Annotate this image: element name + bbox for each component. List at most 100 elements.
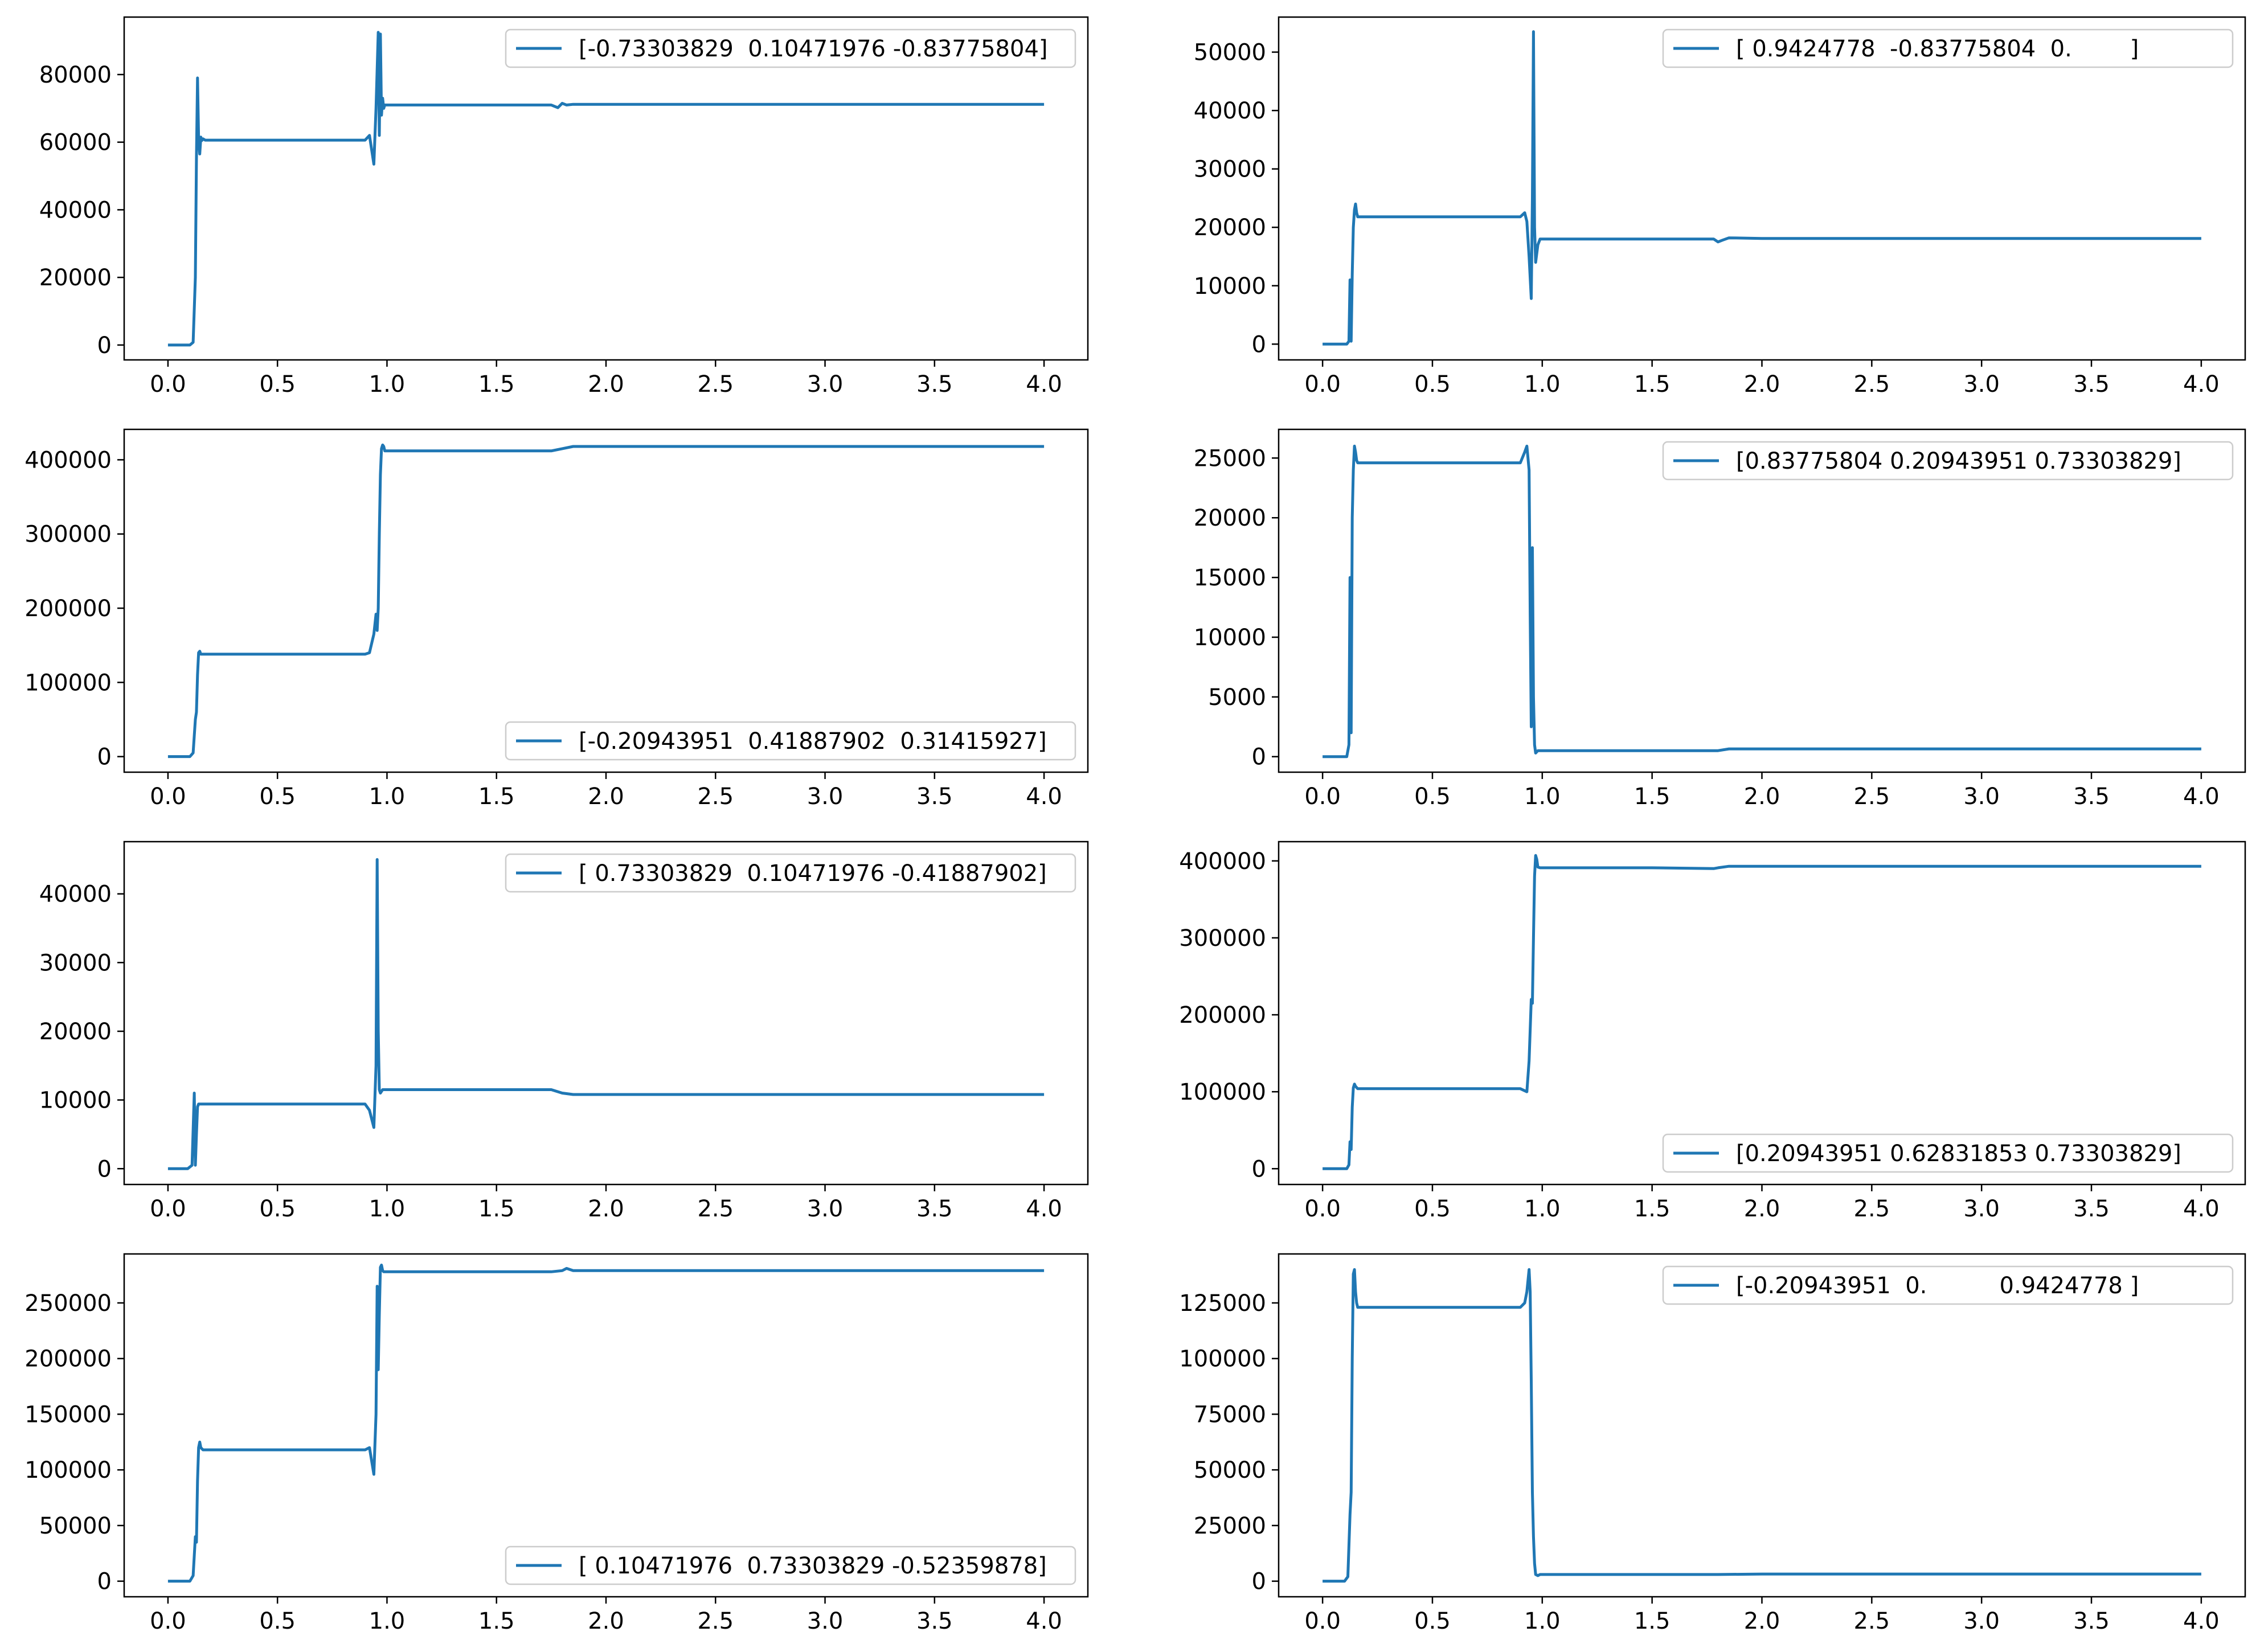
x-tick-label: 0.0 — [150, 371, 186, 397]
legend-label: [ 0.9424778 -0.83775804 0. ] — [1736, 36, 2139, 62]
legend-label: [0.20943951 0.62831853 0.73303829] — [1736, 1141, 2181, 1167]
x-tick-label: 1.0 — [1524, 371, 1561, 397]
y-tick-label: 0 — [97, 333, 112, 359]
x-tick-label: 3.0 — [1963, 1196, 2000, 1222]
x-tick-label: 2.0 — [1744, 371, 1780, 397]
y-tick-label: 0 — [1252, 1569, 1266, 1595]
x-tick-label: 1.0 — [1524, 784, 1561, 810]
x-tick-label: 3.5 — [2073, 371, 2110, 397]
x-tick-label: 3.0 — [1963, 1608, 2000, 1634]
y-tick-label: 100000 — [1179, 1346, 1266, 1372]
y-tick-label: 125000 — [1179, 1290, 1266, 1317]
x-tick-label: 0.0 — [1304, 784, 1341, 810]
axes-frame — [1278, 16, 2246, 361]
y-tick-label: 80000 — [39, 62, 112, 88]
axes-frame — [1278, 1253, 2246, 1598]
x-tick-label: 4.0 — [2183, 371, 2220, 397]
x-tick-label: 1.5 — [478, 1608, 515, 1634]
x-tick-label: 2.5 — [697, 784, 734, 810]
x-tick-label: 0.0 — [1304, 1608, 1341, 1634]
x-tick-label: 4.0 — [1026, 784, 1062, 810]
x-tick-label: 0.5 — [1414, 784, 1451, 810]
x-tick-label: 2.0 — [1744, 1196, 1780, 1222]
x-tick-label: 3.0 — [1963, 784, 2000, 810]
subplot-2: 0.0 0.5 1.0 1.5 2.0 2.5 3.0 3.5 4.0 0 10000 20000 30… — [1194, 16, 2246, 397]
x-tick-label: 4.0 — [2183, 1608, 2220, 1634]
x-tick-label: 4.0 — [1026, 1196, 1062, 1222]
x-tick-label: 1.0 — [369, 784, 406, 810]
series-line — [167, 31, 1045, 347]
y-tick-label: 25000 — [1194, 445, 1266, 472]
legend-box — [505, 1546, 1076, 1585]
x-tick-label: 2.5 — [697, 371, 734, 397]
x-tick-label: 2.0 — [588, 1608, 624, 1634]
y-tick-label: 20000 — [39, 265, 112, 291]
y-tick-label: 100000 — [24, 670, 112, 696]
x-tick-label: 2.5 — [1854, 1196, 1890, 1222]
x-tick-label: 4.0 — [2183, 1196, 2220, 1222]
axes-frame — [1278, 428, 2246, 773]
x-tick-label: 0.5 — [1414, 1196, 1451, 1222]
x-tick-label: 3.5 — [916, 1196, 953, 1222]
y-tick-label: 100000 — [1179, 1079, 1266, 1105]
y-tick-label: 0 — [97, 1569, 112, 1595]
legend-box — [1662, 441, 2234, 481]
x-tick-label: 1.0 — [1524, 1196, 1561, 1222]
legend-box — [505, 853, 1076, 893]
y-tick-label: 150000 — [24, 1401, 112, 1428]
y-tick-label: 5000 — [1208, 684, 1266, 711]
subplot-6: 0.0 0.5 1.0 1.5 2.0 2.5 3.0 3.5 4.0 0 100000 200000… — [1179, 841, 2246, 1222]
legend: [-0.73303829 0.10471976 -0.83775804] — [505, 28, 1076, 68]
y-tick-label: 10000 — [1194, 273, 1266, 300]
x-tick-label: 1.5 — [1634, 371, 1671, 397]
x-tick-label: 0.0 — [1304, 1196, 1341, 1222]
legend-label: [-0.20943951 0. 0.9424778 ] — [1736, 1273, 2139, 1299]
series-line — [167, 1264, 1045, 1583]
subplot-3: 0.0 0.5 1.0 1.5 2.0 2.5 3.0 3.5 4.0 0 100000 200000… — [24, 428, 1089, 810]
y-tick-label: 250000 — [24, 1290, 112, 1317]
axes-frame — [1278, 841, 2246, 1186]
y-tick-label: 10000 — [39, 1088, 112, 1114]
legend-box — [1662, 1133, 2234, 1173]
y-tick-label: 300000 — [24, 522, 112, 548]
y-tick-label: 20000 — [39, 1019, 112, 1045]
y-tick-label: 0 — [1252, 1156, 1266, 1182]
x-tick-label: 2.5 — [697, 1196, 734, 1222]
y-tick-label: 30000 — [1194, 157, 1266, 183]
y-tick-label: 0 — [97, 1156, 112, 1182]
subplot-1: 0.0 0.5 1.0 1.5 2.0 2.5 3.0 3.5 4.0 0 20000 40000 60… — [39, 16, 1089, 397]
legend-box — [505, 721, 1076, 761]
y-tick-label: 300000 — [1179, 925, 1266, 952]
y-tick-label: 50000 — [39, 1513, 112, 1539]
x-tick-label: 3.0 — [807, 371, 844, 397]
y-tick-label: 0 — [1252, 331, 1266, 358]
legend: [ 0.73303829 0.10471976 -0.41887902] — [505, 853, 1076, 893]
x-tick-label: 0.0 — [150, 1608, 186, 1634]
x-tick-label: 1.5 — [1634, 1196, 1671, 1222]
series-line — [1323, 30, 2201, 346]
y-tick-label: 50000 — [1194, 1457, 1266, 1483]
y-tick-label: 25000 — [1194, 1513, 1266, 1539]
series-line — [1323, 1268, 2201, 1583]
subplot-4: 0.0 0.5 1.0 1.5 2.0 2.5 3.0 3.5 4.0 0 5000 10000 150… — [1194, 428, 2246, 810]
y-tick-label: 75000 — [1194, 1401, 1266, 1428]
axes-frame — [123, 428, 1089, 773]
series-line — [1323, 854, 2201, 1170]
x-tick-label: 0.5 — [259, 371, 296, 397]
x-tick-label: 0.5 — [259, 784, 296, 810]
x-tick-label: 2.5 — [1854, 371, 1890, 397]
x-tick-label: 3.0 — [1963, 371, 2000, 397]
x-tick-label: 0.0 — [150, 1196, 186, 1222]
x-tick-label: 2.0 — [588, 784, 624, 810]
x-tick-label: 1.0 — [369, 1196, 406, 1222]
subplot-7: 0.0 0.5 1.0 1.5 2.0 2.5 3.0 3.5 4.0 0 50000 100000 1… — [24, 1253, 1089, 1634]
y-tick-label: 200000 — [24, 1346, 112, 1372]
y-tick-label: 200000 — [1179, 1002, 1266, 1028]
x-tick-label: 3.5 — [916, 1608, 953, 1634]
x-tick-label: 4.0 — [2183, 784, 2220, 810]
y-tick-label: 40000 — [39, 882, 112, 908]
legend: [-0.20943951 0. 0.9424778 ] — [1662, 1265, 2234, 1305]
x-tick-label: 0.5 — [259, 1608, 296, 1634]
legend: [ 0.9424778 -0.83775804 0. ] — [1662, 28, 2234, 68]
y-tick-label: 400000 — [24, 447, 112, 473]
